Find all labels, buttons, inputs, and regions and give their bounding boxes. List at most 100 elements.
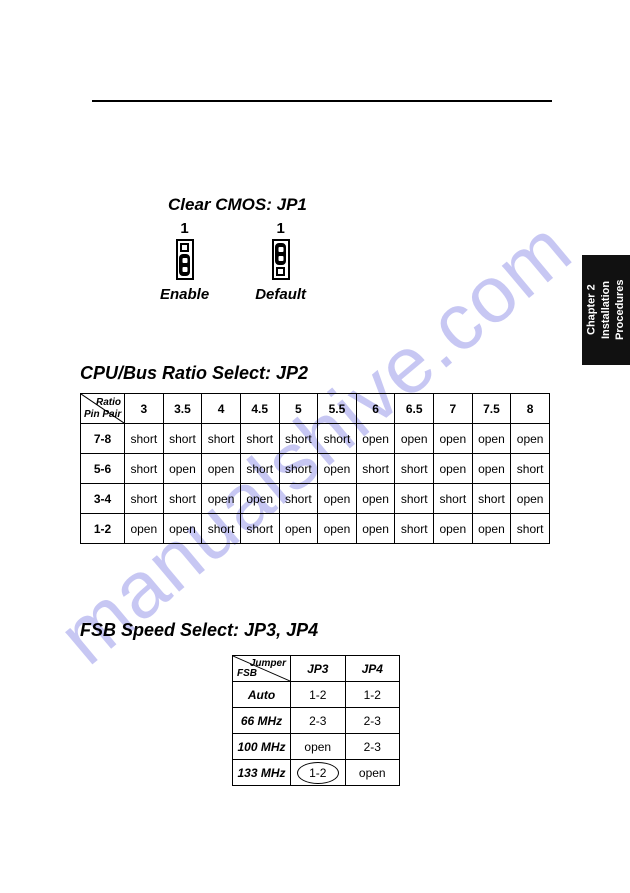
jp34-cell: open [291,734,346,760]
jp34-title: FSB Speed Select: JP3, JP4 [80,620,318,641]
jp34-row-label: 133 MHz [233,760,291,786]
jp2-cell: open [163,514,202,544]
jp2-cell: short [202,424,241,454]
jp34-cell: 1-2 [345,682,400,708]
jp2-cell: open [434,424,473,454]
jp2-cell: short [163,424,202,454]
jp1-pin-label: 1 [180,220,188,237]
chapter-side-tab: Chapter 2 Installation Procedures [582,255,630,365]
jp2-ratio-header: 4 [202,394,241,424]
jp2-ratio-header: 7.5 [472,394,511,424]
jp2-cell: open [202,454,241,484]
jp2-ratio-header: 5.5 [318,394,357,424]
jp34-table: Jumper FSB JP3JP4 Auto1-21-266 MHz2-32-3… [232,655,400,786]
jp2-cell: open [279,514,318,544]
jp2-ratio-header: 3 [125,394,164,424]
jp2-cell: short [511,514,550,544]
jp1-title: Clear CMOS: JP1 [168,195,307,215]
table-row: 7-8shortshortshortshortshortshortopenope… [81,424,550,454]
jp2-cell: open [125,514,164,544]
jp34-cell: 1-2 [291,682,346,708]
table-row: 5-6shortopenopenshortshortopenshortshort… [81,454,550,484]
jp2-ratio-header: 8 [511,394,550,424]
jp2-corner-col-label: Ratio [96,397,121,408]
jp34-row-label: 100 MHz [233,734,291,760]
jp2-cell: open [356,514,395,544]
jp2-cell: open [202,484,241,514]
jp2-cell: short [279,454,318,484]
jp2-ratio-header: 6 [356,394,395,424]
jp2-row-label: 3-4 [81,484,125,514]
jp2-cell: open [163,454,202,484]
jp34-cell: open [345,760,400,786]
jp2-row-label: 1-2 [81,514,125,544]
jp34-cell: 2-3 [345,734,400,760]
jp2-cell: open [511,424,550,454]
jumper-icon [176,239,194,280]
jp1-pin-label: 1 [276,220,284,237]
jp34-row-label: Auto [233,682,291,708]
jp2-cell: open [356,484,395,514]
jp34-cell: 2-3 [291,708,346,734]
jp2-cell: short [318,424,357,454]
jp2-cell: short [395,454,434,484]
jp2-ratio-header: 4.5 [240,394,279,424]
top-rule [92,100,552,102]
pin-shorted-icon [179,254,190,276]
jp2-cell: open [511,484,550,514]
jp2-corner-cell: Ratio Pin Pair [81,394,125,424]
jp2-cell: open [472,424,511,454]
jp2-cell: short [395,484,434,514]
jp2-cell: open [318,514,357,544]
jp34-header-row: Jumper FSB JP3JP4 [233,656,400,682]
table-row: 133 MHz1-2open [233,760,400,786]
jp2-cell: open [472,514,511,544]
jp2-title: CPU/Bus Ratio Select: JP2 [80,363,308,384]
table-row: 66 MHz2-32-3 [233,708,400,734]
table-row: 1-2openopenshortshortopenopenopenshortop… [81,514,550,544]
jp2-cell: open [240,484,279,514]
jp34-col-header: JP3 [291,656,346,682]
jp2-cell: open [434,454,473,484]
jp2-row-label: 7-8 [81,424,125,454]
jp34-corner-row-label: FSB [237,668,257,679]
jp34-tbody: Auto1-21-266 MHz2-32-3100 MHzopen2-3133 … [233,682,400,786]
jp34-cell: 2-3 [345,708,400,734]
jp2-cell: short [240,454,279,484]
jp1-caption: Default [255,286,306,303]
jp2-cell: short [472,484,511,514]
jp2-ratio-header: 7 [434,394,473,424]
jp2-cell: open [318,484,357,514]
pin-shorted-icon [275,243,286,265]
jp2-cell: short [279,484,318,514]
jp2-cell: short [279,424,318,454]
jp2-cell: short [202,514,241,544]
table-row: 3-4shortshortopenopenshortopenopenshorts… [81,484,550,514]
jp2-cell: short [125,484,164,514]
jp1-col-enable: 1 Enable [160,220,209,303]
pin-open-icon [276,267,285,276]
pin-open-icon [180,243,189,252]
jp34-row-label: 66 MHz [233,708,291,734]
jp2-cell: short [125,424,164,454]
jp34-corner-cell: Jumper FSB [233,656,291,682]
table-row: 100 MHzopen2-3 [233,734,400,760]
jp2-cell: open [395,424,434,454]
jp2-cell: short [125,454,164,484]
jp2-ratio-header: 3.5 [163,394,202,424]
jp2-cell: open [318,454,357,484]
jp2-header-row: Ratio Pin Pair 33.544.555.566.577.58 [81,394,550,424]
jp2-cell: short [511,454,550,484]
table-row: Auto1-21-2 [233,682,400,708]
jp2-ratio-header: 5 [279,394,318,424]
jp2-cell: short [240,514,279,544]
jp2-cell: short [240,424,279,454]
jp2-row-label: 5-6 [81,454,125,484]
jp2-cell: short [356,454,395,484]
jp2-cell: short [395,514,434,544]
jp2-ratio-header: 6.5 [395,394,434,424]
jp2-tbody: 7-8shortshortshortshortshortshortopenope… [81,424,550,544]
jp2-cell: open [356,424,395,454]
jp1-diagram: 1 Enable 1 Default [160,220,306,303]
jp2-table: Ratio Pin Pair 33.544.555.566.577.58 7-8… [80,393,550,544]
